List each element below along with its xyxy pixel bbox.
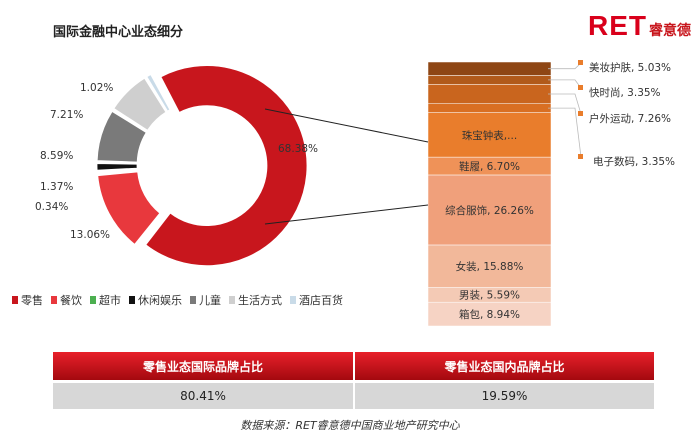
legend-swatch-3 xyxy=(129,296,135,304)
legend-swatch-4 xyxy=(190,296,196,304)
legend-label-6: 酒店百货 xyxy=(299,293,343,307)
donut-slice-2 xyxy=(96,169,138,173)
callout-marker-8 xyxy=(578,85,583,90)
bar-segment-label-4: 鞋履, 6.70% xyxy=(459,160,520,173)
connector-line-top xyxy=(264,108,429,143)
bar-segment-label-5: 珠宝钟表,... xyxy=(462,129,517,142)
donut-data-label-5: 7.21% xyxy=(50,109,83,121)
callout-label-7: 户外运动, 7.26% xyxy=(589,112,671,125)
donut-data-label-2: 0.34% xyxy=(35,201,68,213)
data-source-note: 数据来源：RET睿意德中国商业地产研究中心 xyxy=(240,419,460,432)
legend-label-1: 餐饮 xyxy=(60,293,82,307)
connector-line-bottom xyxy=(264,204,429,225)
bar-segment-label-2: 女装, 15.88% xyxy=(456,260,524,273)
chart-title: 国际金融中心业态细分 xyxy=(53,25,184,40)
callout-leader-7 xyxy=(548,93,582,115)
legend-label-4: 儿童 xyxy=(199,293,221,307)
legend-swatch-2 xyxy=(90,296,96,304)
chart-canvas: 68.38% 13.06% 0.34% 1.37% 8.59% 7.21% 1.02% 箱包,… xyxy=(12,60,675,327)
callout-label-6: 电子数码, 3.35% xyxy=(593,155,675,168)
legend-label-2: 超市 xyxy=(99,293,121,307)
callout-marker-7 xyxy=(578,111,583,116)
callout-marker-6 xyxy=(578,154,583,159)
legend-swatch-0 xyxy=(12,296,18,304)
donut-data-label-4: 8.59% xyxy=(40,150,73,162)
donut-slice-6 xyxy=(146,74,171,112)
logo-text: RET xyxy=(588,10,647,41)
ret-logo: RET 睿意德 xyxy=(588,10,691,44)
callout-leader-6 xyxy=(548,107,582,158)
donut-slice-4 xyxy=(96,110,147,163)
table-value-domestic: 19.59% xyxy=(354,380,656,409)
bar-segment-label-0: 箱包, 8.94% xyxy=(459,308,520,321)
logo-cn-text: 睿意德 xyxy=(649,23,691,39)
legend-label-5: 生活方式 xyxy=(238,293,282,307)
donut-slice-5 xyxy=(113,77,167,131)
bar-segment-9 xyxy=(427,61,552,76)
donut-data-label-6: 1.02% xyxy=(80,82,113,94)
table-header-international: 零售业态国际品牌占比 xyxy=(53,352,355,382)
brand-share-table: 零售业态国际品牌占比 零售业态国内品牌占比 80.41% 19.59% xyxy=(53,352,656,409)
callout-leader-8 xyxy=(548,79,582,89)
donut-slice-1 xyxy=(97,171,161,245)
legend-label-0: 零售 xyxy=(21,293,43,307)
table-header-domestic: 零售业态国内品牌占比 xyxy=(354,352,656,382)
legend-swatch-6 xyxy=(290,296,296,304)
callout-label-9: 美妆护肤, 5.03% xyxy=(589,61,671,74)
legend-swatch-5 xyxy=(229,296,235,304)
callout-marker-9 xyxy=(578,60,583,65)
donut-data-label-0: 68.38% xyxy=(278,143,318,155)
donut-slice-3 xyxy=(96,163,138,171)
bar-segment-7 xyxy=(427,84,552,104)
bar-segment-8 xyxy=(427,75,552,85)
bar-segment-6 xyxy=(427,103,552,113)
donut-slice-0 xyxy=(145,65,308,267)
donut-data-label-3: 1.37% xyxy=(40,181,73,193)
bar-segment-label-3: 综合服饰, 26.26% xyxy=(445,204,534,217)
table-value-international: 80.41% xyxy=(53,380,355,409)
callout-label-8: 快时尚, 3.35% xyxy=(589,86,661,99)
legend-swatch-1 xyxy=(51,296,57,304)
donut-data-label-1: 13.06% xyxy=(70,229,110,241)
callout-leader-9 xyxy=(548,62,582,70)
bar-segment-label-1: 男装, 5.59% xyxy=(459,289,520,302)
legend-label-3: 休闲娱乐 xyxy=(138,293,182,307)
